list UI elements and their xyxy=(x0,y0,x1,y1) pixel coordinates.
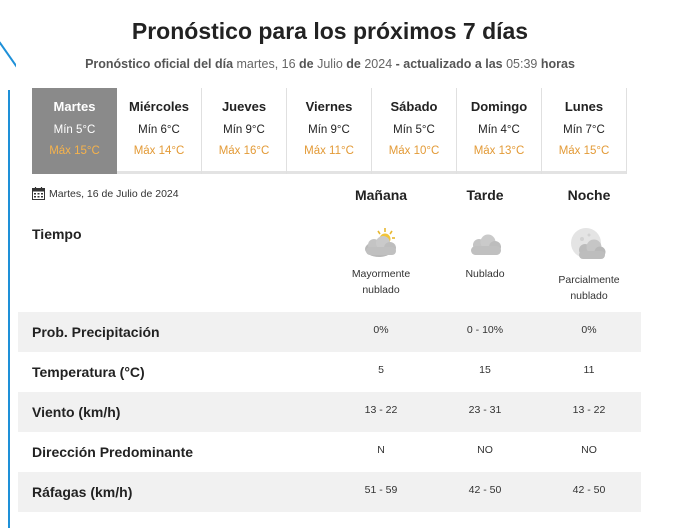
weather-manana: Mayormente nublado xyxy=(331,226,431,298)
day-name: Miércoles xyxy=(129,99,189,114)
page-subtitle: Pronóstico oficial del día martes, 16 de… xyxy=(85,57,575,71)
row-value-noche: 42 - 50 xyxy=(572,484,606,496)
day-name: Sábado xyxy=(390,99,438,114)
column-header-manana: Mañana xyxy=(354,187,408,203)
day-min-temp: Mín 5°C xyxy=(53,124,96,136)
row-label: Temperatura (°C) xyxy=(32,364,145,380)
day-tab-lunes[interactable]: Lunes Mín 7°C Máx 15°C xyxy=(542,88,627,174)
day-max-temp: Máx 16°C xyxy=(218,145,270,157)
row-value-tarde: 15 xyxy=(479,364,491,376)
row-direccion-predominante: Dirección Predominante N NO NO xyxy=(18,432,641,472)
selected-date-text: Martes, 16 de Julio de 2024 xyxy=(49,187,179,200)
day-tabs: Martes Mín 5°C Máx 15°C Miércoles Mín 6°… xyxy=(32,88,627,174)
page-title: Pronóstico para los próximos 7 días xyxy=(131,18,529,44)
day-min-temp: Mín 5°C xyxy=(393,124,435,136)
edge-decoration xyxy=(0,0,16,528)
row-temperatura: Temperatura (°C) 5 15 11 xyxy=(18,352,641,392)
row-rafagas: Ráfagas (km/h) 51 - 59 42 - 50 42 - 50 xyxy=(18,472,641,512)
day-max-temp: Máx 13°C xyxy=(473,145,525,157)
row-label: Ráfagas (km/h) xyxy=(32,484,133,500)
weather-tarde: Nublado xyxy=(435,226,535,282)
weather-noche: Parcialmente nublado xyxy=(539,226,639,304)
day-name: Lunes xyxy=(564,99,604,114)
row-label: Viento (km/h) xyxy=(32,404,121,420)
day-max-temp: Máx 14°C xyxy=(133,145,185,157)
day-min-temp: Mín 6°C xyxy=(138,124,180,136)
day-min-temp: Mín 9°C xyxy=(223,124,265,136)
row-viento: Viento (km/h) 13 - 22 23 - 31 13 - 22 xyxy=(18,392,641,432)
row-value-manana: 5 xyxy=(378,364,384,376)
row-label: Dirección Predominante xyxy=(32,444,194,460)
calendar-icon xyxy=(32,187,45,200)
day-max-temp: Máx 15°C xyxy=(558,145,610,157)
row-value-noche: NO xyxy=(581,444,597,456)
row-value-manana: 51 - 59 xyxy=(364,484,398,496)
row-value-manana: 0% xyxy=(373,324,389,336)
day-tab-miercoles[interactable]: Miércoles Mín 6°C Máx 14°C xyxy=(117,88,202,174)
day-min-temp: Mín 9°C xyxy=(308,124,350,136)
day-max-temp: Máx 10°C xyxy=(388,145,440,157)
row-prob-precipitacion: Prob. Precipitación 0% 0 - 10% 0% xyxy=(18,312,641,352)
day-name: Jueves xyxy=(221,99,267,114)
day-min-temp: Mín 4°C xyxy=(478,124,520,136)
moon-behind-cloud-icon xyxy=(571,228,606,259)
day-tab-martes[interactable]: Martes Mín 5°C Máx 15°C xyxy=(32,88,117,174)
day-min-temp: Mín 7°C xyxy=(563,124,605,136)
day-name: Martes xyxy=(53,99,96,114)
day-tab-domingo[interactable]: Domingo Mín 4°C Máx 13°C xyxy=(457,88,542,174)
row-value-noche: 11 xyxy=(583,364,595,376)
weather-description: Mayormente nublado xyxy=(351,268,411,296)
row-value-manana: 13 - 22 xyxy=(364,404,398,416)
row-value-noche: 0% xyxy=(581,324,597,336)
column-header-tarde: Tarde xyxy=(466,187,504,203)
cloud-icon xyxy=(471,234,501,255)
row-value-manana: N xyxy=(377,444,385,456)
day-tab-viernes[interactable]: Viernes Mín 9°C Máx 11°C xyxy=(287,88,372,174)
tiempo-label: Tiempo xyxy=(32,226,82,242)
row-value-noche: 13 - 22 xyxy=(572,404,606,416)
row-value-tarde: 0 - 10% xyxy=(466,324,504,336)
row-value-tarde: 42 - 50 xyxy=(468,484,502,496)
day-name: Viernes xyxy=(305,99,353,114)
weather-description: Parcialmente nublado xyxy=(558,274,620,302)
row-label: Prob. Precipitación xyxy=(32,324,160,340)
day-tab-sabado[interactable]: Sábado Mín 5°C Máx 10°C xyxy=(372,88,457,174)
selected-date: Martes, 16 de Julio de 2024 xyxy=(32,187,179,200)
row-value-tarde: NO xyxy=(477,444,493,456)
weather-description: Nublado xyxy=(465,268,505,280)
row-value-tarde: 23 - 31 xyxy=(468,404,502,416)
day-max-temp: Máx 15°C xyxy=(49,145,100,157)
sun-behind-cloud-icon xyxy=(365,228,396,257)
column-header-noche: Noche xyxy=(567,187,611,203)
day-name: Domingo xyxy=(470,99,528,114)
day-max-temp: Máx 11°C xyxy=(304,145,354,157)
day-tab-jueves[interactable]: Jueves Mín 9°C Máx 16°C xyxy=(202,88,287,174)
